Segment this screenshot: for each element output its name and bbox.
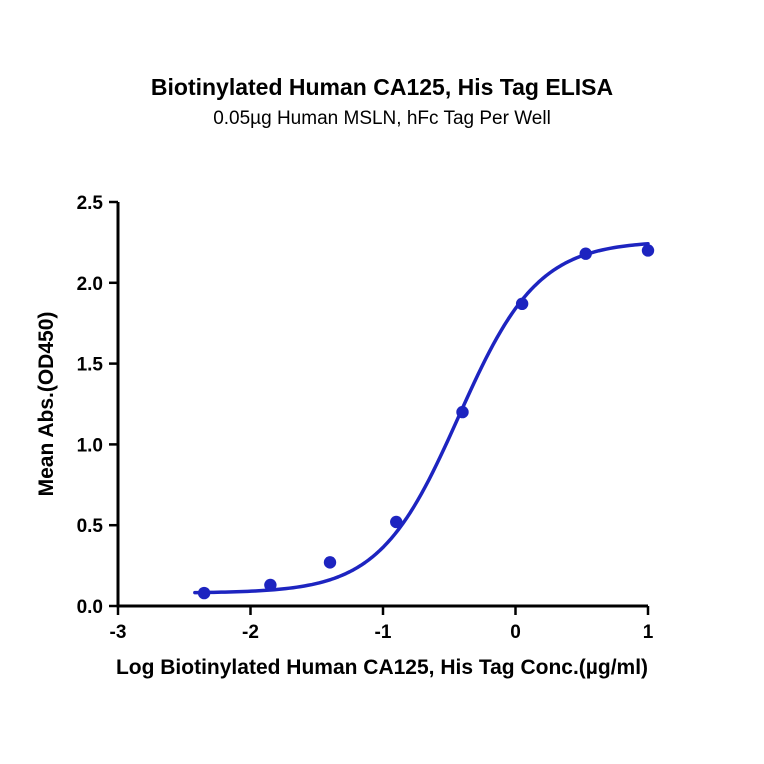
data-point xyxy=(641,244,655,257)
y-tick-label: 1.0 xyxy=(77,435,103,456)
data-point xyxy=(390,515,403,529)
chart-title: Biotinylated Human CA125, His Tag ELISA xyxy=(150,74,614,100)
x-tick-label: -2 xyxy=(242,622,259,643)
x-tick-label: -3 xyxy=(110,622,127,643)
fit-curve xyxy=(193,241,650,595)
x-tick-label: 1 xyxy=(643,622,654,643)
data-point xyxy=(579,247,592,260)
y-tick-label: 1.5 xyxy=(77,355,104,376)
data-point xyxy=(515,297,529,311)
y-tick-label: 2.0 xyxy=(77,274,103,295)
x-tick-label: 0 xyxy=(510,622,521,643)
data-point xyxy=(197,586,211,600)
y-tick-label: 0.0 xyxy=(77,597,103,618)
x-tick-label: -1 xyxy=(375,622,392,643)
data-point xyxy=(264,578,277,592)
data-point xyxy=(323,556,337,569)
x-axis-label: Log Biotinylated Human CA125, His Tag Co… xyxy=(115,656,649,679)
y-tick-label: 0.5 xyxy=(77,516,104,537)
chart-subtitle: 0.05µg Human MSLN, hFc Tag Per Well xyxy=(213,108,551,129)
y-tick-label: 2.5 xyxy=(77,193,104,214)
data-point xyxy=(456,405,469,419)
